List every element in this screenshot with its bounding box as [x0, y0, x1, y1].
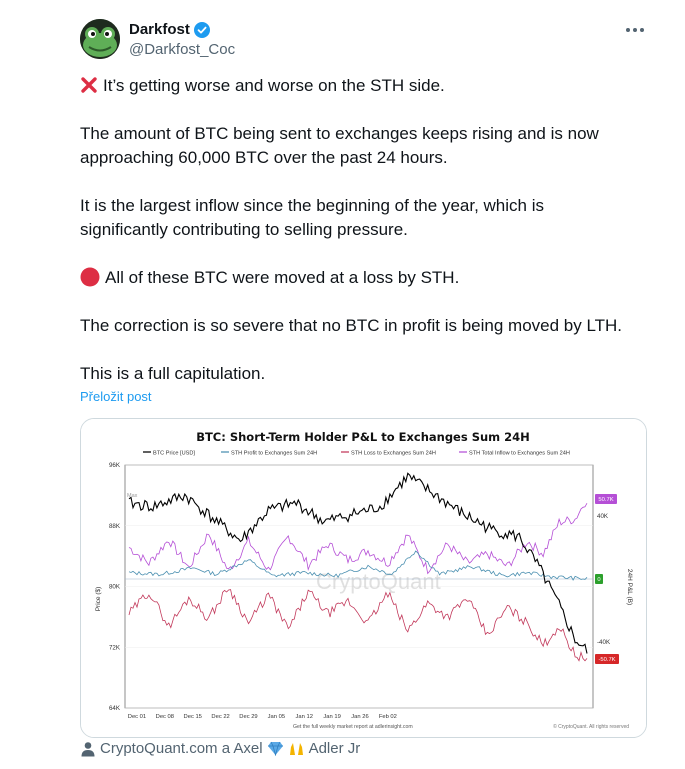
y-tick-label: 88K	[109, 523, 121, 530]
tweet-text: The amount of BTC being sent to exchange…	[80, 124, 599, 143]
left-axis-ticks: 96K 88K 80K 72K 64K	[109, 462, 121, 712]
legend-label: BTC Price [USD]	[153, 451, 195, 457]
gem-icon	[267, 741, 283, 756]
x-tick-label: Dec 29	[239, 714, 257, 720]
legend-label: STH Profit to Exchanges Sum 24H	[231, 451, 317, 457]
sth-pnl-chart: BTC: Short-Term Holder P&L to Exchanges …	[81, 419, 646, 737]
tweet-text: This is a full capitulation.	[80, 364, 266, 383]
red-circle-icon	[80, 267, 100, 287]
tweet-line-1: It’s getting worse and worse on the STH …	[80, 74, 640, 98]
y-axis-right-label: 24H P&L (B)	[626, 569, 633, 605]
x-tick-label: Feb 02	[379, 714, 397, 720]
tagged-users-text: CryptoQuant.com a Axel	[100, 740, 263, 757]
y-right-tick-label: 40K	[597, 513, 609, 520]
x-tick-label: Jan 12	[296, 714, 313, 720]
value-tag-box	[595, 654, 619, 664]
right-value-tags: 50.7K 0 -50.7K	[595, 494, 619, 664]
raising-hands-icon	[289, 742, 303, 755]
avatar[interactable]	[80, 19, 120, 59]
author-name[interactable]: Darkfost	[129, 21, 190, 38]
verified-badge-icon	[194, 22, 210, 38]
x-tick-label: Jan 19	[323, 714, 340, 720]
tweet-paragraph-6: This is a full capitulation.	[80, 362, 640, 386]
series-line-loss	[128, 589, 588, 662]
value-tag-label: -50.7K	[598, 657, 615, 663]
copyright: © CryptoQuant. All rights reserved	[553, 723, 629, 730]
frog-avatar-icon	[80, 19, 120, 59]
right-axis-ticks: 40K -40K	[597, 513, 611, 646]
y-right-tick-label: -40K	[597, 639, 611, 646]
x-tick-label: Dec 01	[128, 714, 146, 720]
value-tag-box	[595, 574, 603, 584]
series-line-total-inflow	[128, 503, 588, 575]
x-axis-ticks: Dec 01 Dec 08 Dec 15 Dec 22 Dec 29 Jan 05 Jan …	[128, 714, 397, 720]
watermark: CryptoQuant	[316, 569, 441, 594]
y-tick-label: 96K	[109, 462, 121, 469]
tweet-paragraph-2: The amount of BTC being sent to exchange…	[80, 122, 640, 170]
tweet-text: approaching 60,000 BTC over the past 24 …	[80, 148, 448, 167]
chart-image[interactable]: BTC: Short-Term Holder P&L to Exchanges …	[80, 418, 647, 738]
y-axis-left-label: Price ($)	[95, 587, 102, 612]
series-line-profit	[128, 550, 588, 581]
chart-series	[125, 472, 593, 662]
person-icon	[81, 741, 95, 756]
x-tick-label: Jan 26	[351, 714, 368, 720]
legend-label: STH Loss to Exchanges Sum 24H	[351, 451, 436, 457]
series-line-price	[128, 472, 588, 654]
tweet-text: All of these BTC were moved at a loss by…	[105, 268, 460, 287]
translate-post-link[interactable]: Přeložit post	[80, 389, 152, 404]
legend-label: STH Total Inflow to Exchanges Sum 24H	[469, 451, 570, 457]
y-tick-label: 80K	[109, 584, 121, 591]
tweet-text: significantly contributing to selling pr…	[80, 220, 408, 239]
max-label: Max	[127, 493, 138, 499]
tweet-text: The correction is so severe that no BTC …	[80, 316, 623, 335]
dot-icon	[633, 28, 637, 32]
tweet-text: It is the largest inflow since the begin…	[80, 196, 544, 215]
value-tag-box	[595, 494, 617, 504]
dot-icon	[640, 28, 644, 32]
cross-mark-icon	[81, 77, 97, 93]
value-tag-label: 50.7K	[598, 497, 613, 503]
chart-legend: BTC Price [USD] STH Profit to Exchanges S…	[143, 451, 570, 457]
tweet-paragraph-4: All of these BTC were moved at a loss by…	[80, 266, 640, 290]
tweet-text: It’s getting worse and worse on the STH …	[103, 76, 445, 95]
tagged-users[interactable]: CryptoQuant.com a Axel Adler Jr	[80, 740, 360, 757]
tweet-paragraph-3: It is the largest inflow since the begin…	[80, 194, 640, 242]
x-tick-label: Dec 15	[184, 714, 202, 720]
y-tick-label: 72K	[109, 644, 121, 651]
y-tick-label: 64K	[109, 705, 121, 712]
chart-grid	[125, 464, 593, 709]
footer-note: Get the full weekly market report at adl…	[293, 724, 413, 730]
x-tick-label: Dec 08	[156, 714, 174, 720]
author-handle[interactable]: @Darkfost_Coc	[129, 41, 236, 58]
x-tick-label: Dec 22	[211, 714, 229, 720]
x-tick-label: Jan 05	[268, 714, 285, 720]
dot-icon	[626, 28, 630, 32]
tweet-paragraph-5: The correction is so severe that no BTC …	[80, 314, 640, 338]
chart-title: BTC: Short-Term Holder P&L to Exchanges …	[196, 430, 530, 444]
tagged-users-text: Adler Jr	[308, 740, 361, 757]
more-options-button[interactable]	[626, 22, 646, 38]
value-tag-label: 0	[597, 577, 600, 583]
